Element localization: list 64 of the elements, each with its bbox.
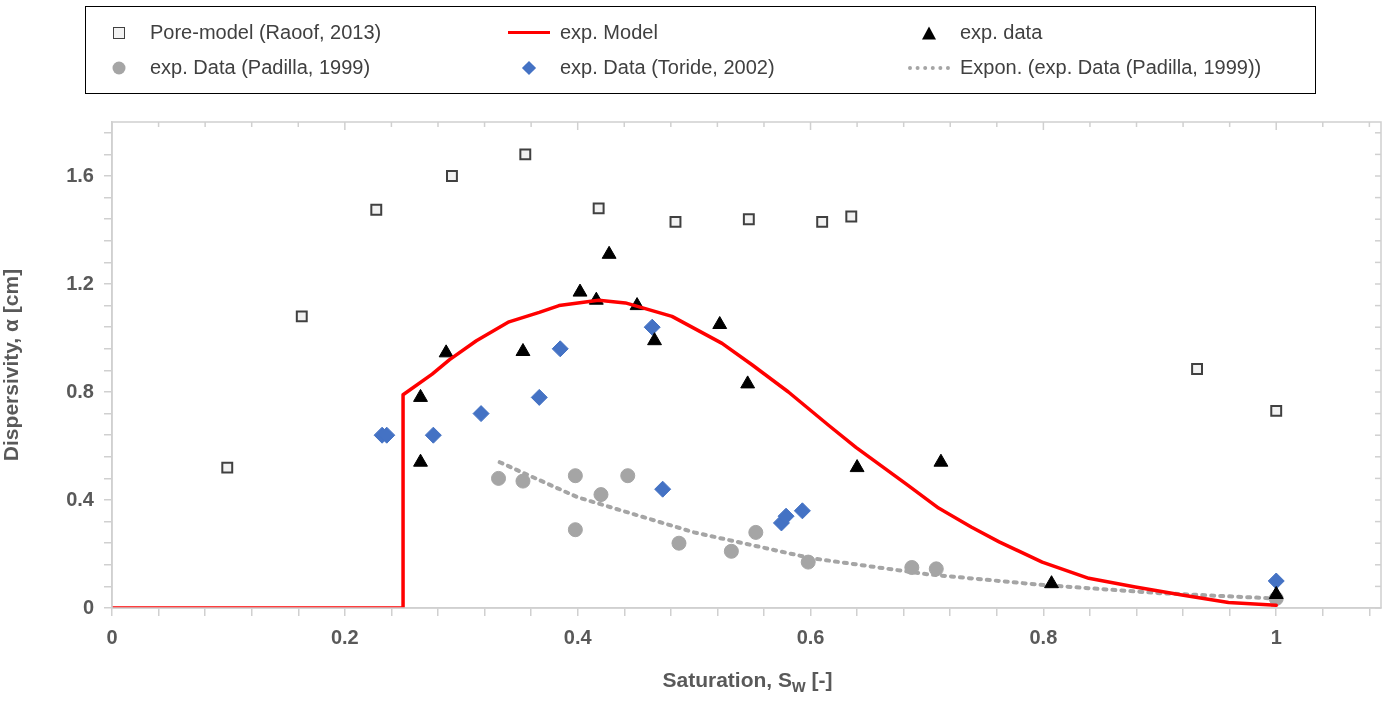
point: [515, 473, 531, 489]
point: [816, 215, 829, 228]
point: [723, 543, 739, 559]
point: [530, 388, 548, 406]
point: [742, 213, 755, 226]
point: [845, 210, 858, 223]
point: [1268, 586, 1284, 599]
point: [647, 332, 662, 346]
legend-label: Expon. (exp. Data (Padilla, 1999)): [960, 56, 1262, 79]
point: [446, 170, 458, 182]
y-tick-label: 1.6: [66, 163, 94, 186]
point: [413, 453, 428, 467]
y-tick-label: 0.4: [66, 487, 95, 510]
x-tick-label: 0.8: [1029, 625, 1058, 648]
point: [1270, 404, 1283, 417]
point: [669, 215, 682, 228]
point: [593, 487, 609, 503]
point: [592, 202, 605, 215]
legend-label: Pore-model (Raoof, 2013): [150, 21, 382, 44]
point: [438, 344, 454, 358]
point: [643, 318, 661, 336]
y-tick-label: 0: [82, 595, 94, 618]
point: [748, 524, 764, 540]
point: [849, 459, 865, 473]
point: [928, 561, 944, 577]
x-tick-label: 0.2: [330, 625, 359, 648]
point: [933, 453, 949, 467]
point: [515, 343, 531, 356]
point: [800, 554, 816, 570]
x-tick-label: 0: [106, 625, 118, 648]
legend-label: exp. Data (Toride, 2002): [560, 56, 775, 79]
point: [1191, 363, 1203, 375]
point: [740, 375, 756, 389]
y-tick-label: 1.2: [66, 271, 94, 294]
point: [295, 310, 308, 323]
point: [620, 468, 636, 484]
point: [413, 388, 428, 402]
point: [1044, 575, 1059, 589]
point: [654, 480, 672, 498]
legend-label: exp. Model: [560, 21, 658, 44]
point: [904, 560, 920, 575]
point: [793, 502, 811, 520]
point: [671, 535, 687, 551]
point: [1267, 572, 1285, 590]
point: [424, 426, 442, 444]
legend-label: exp. Data (Padilla, 1999): [150, 56, 371, 79]
y-axis-title: Dispersivity, α [cm]: [0, 268, 23, 462]
y-tick-label: 0.8: [66, 379, 94, 402]
point: [491, 470, 507, 486]
point: [601, 245, 617, 259]
x-tick-label: 1: [1270, 625, 1282, 648]
x-tick-label: 0.6: [796, 625, 825, 648]
point: [519, 148, 532, 161]
x-axis-title: Saturation, S$_{w}$ [-]: [661, 668, 834, 698]
point: [712, 316, 728, 329]
point: [572, 283, 588, 297]
point: [472, 405, 490, 423]
legend-label: exp. data: [960, 21, 1043, 44]
point: [567, 522, 583, 538]
x-tick-label: 0.4: [563, 625, 593, 648]
point: [370, 203, 383, 216]
point: [567, 468, 583, 484]
point: [221, 461, 234, 474]
point: [551, 340, 569, 358]
